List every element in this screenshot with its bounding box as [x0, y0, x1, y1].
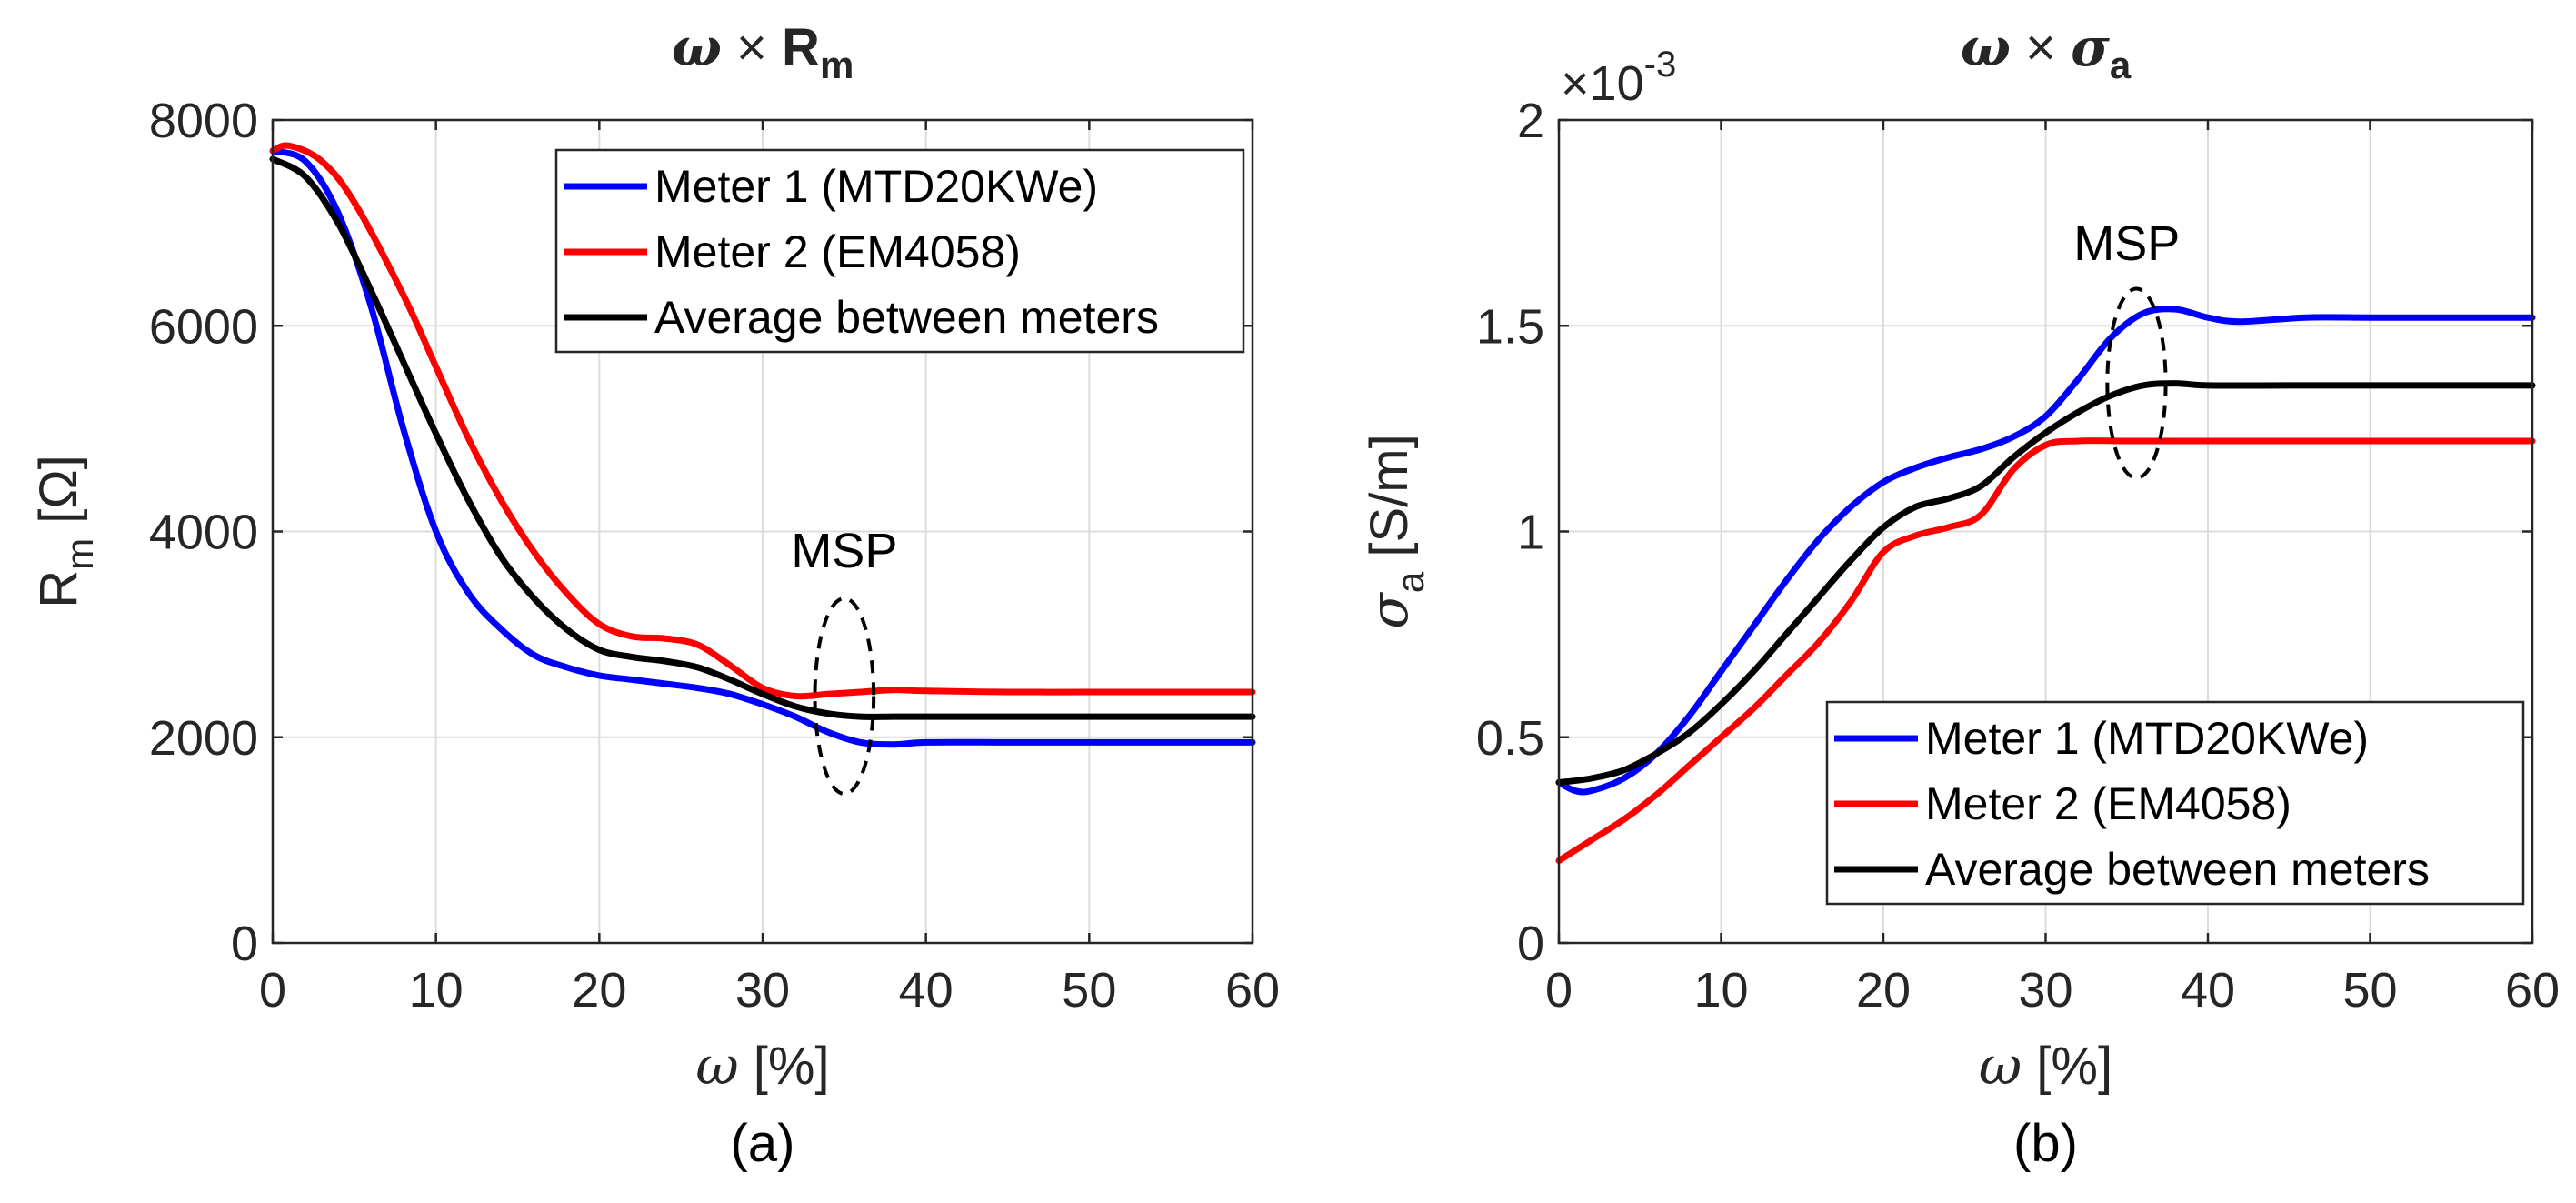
y-tick-label: 0.5 [1476, 711, 1544, 766]
y-tick-label: 0 [231, 917, 258, 971]
series-line-2 [269, 155, 1256, 720]
x-tick-label: 0 [1545, 963, 1573, 1018]
x-tick-label: 50 [1062, 963, 1116, 1018]
x-tick-label: 60 [2505, 963, 2560, 1018]
x-axis-label: ω [%] [1979, 1035, 2112, 1097]
series-line-2 [1555, 380, 2536, 786]
y-tick-label: 1 [1517, 506, 1544, 560]
y-tick-label: 4000 [149, 506, 258, 560]
y-axis-label: Rm [Ω] [29, 455, 101, 608]
x-tick-label: 0 [259, 963, 286, 1018]
x-tick-label: 30 [2018, 963, 2072, 1018]
chart-title: ω × σa [1961, 16, 2132, 86]
y-exponent-label: ×10-3 [1561, 45, 1676, 111]
panel-caption: (b) [2013, 1114, 2078, 1173]
legend-label-0: Meter 1 (MTD20KWe) [1925, 713, 2369, 764]
x-tick-label: 30 [735, 963, 790, 1018]
legend-label-1: Meter 2 (EM4058) [1925, 778, 2291, 829]
legend-label-0: Meter 1 (MTD20KWe) [654, 161, 1098, 212]
x-tick-label: 20 [572, 963, 626, 1018]
x-tick-label: 10 [1693, 963, 1748, 1018]
y-tick-label: 2000 [149, 711, 258, 766]
legend: Meter 1 (MTD20KWe) Meter 2 (EM4058) Averag… [1825, 700, 2525, 906]
y-tick-label: 0 [1517, 917, 1544, 971]
chart-b: 0 10 20 30 40 50 60 0 0.5 1 1.5 2 ×10-3 ω × σa ω [%] (b… [1358, 16, 2560, 1173]
y-tick-label: 8000 [149, 94, 258, 148]
legend-box [1825, 700, 2525, 906]
legend-label-2: Average between meters [654, 292, 1159, 343]
y-tick-label: 1.5 [1476, 299, 1544, 354]
x-tick-label: 20 [1856, 963, 1911, 1018]
chart-title: ω × Rm [672, 16, 854, 86]
y-tick-label: 2 [1517, 94, 1544, 148]
chart-a: 0 10 20 30 40 50 60 0 2000 4000 6000 8000 ω × Rm ω [%… [29, 16, 1280, 1173]
series-line-1 [269, 142, 1256, 700]
series-line-0 [269, 147, 1256, 748]
panel-caption: (a) [731, 1114, 795, 1173]
x-axis-label: ω [%] [695, 1035, 829, 1097]
legend: Meter 1 (MTD20KWe) Meter 2 (EM4058) Averag… [554, 148, 1245, 354]
x-tick-label: 40 [2181, 963, 2235, 1018]
x-tick-label: 10 [409, 963, 464, 1018]
msp-ellipse [2105, 286, 2168, 480]
y-tick-label: 6000 [149, 299, 258, 354]
series-line-1 [1555, 437, 2536, 864]
legend-label-2: Average between meters [1925, 844, 2430, 895]
series-line-0 [1555, 306, 2536, 796]
msp-label: MSP [791, 524, 897, 578]
y-axis-label: σa [S/m] [1358, 434, 1432, 628]
legend-label-1: Meter 2 (EM4058) [654, 226, 1021, 277]
msp-label: MSP [2073, 216, 2180, 271]
x-tick-label: 50 [2342, 963, 2397, 1018]
legend-box [554, 148, 1245, 354]
x-tick-label: 40 [899, 963, 954, 1018]
msp-ellipse [813, 596, 876, 796]
x-tick-label: 60 [1225, 963, 1280, 1018]
